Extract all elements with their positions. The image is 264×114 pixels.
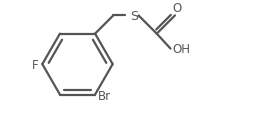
Text: F: F [32,58,39,71]
Text: OH: OH [173,43,191,56]
Text: O: O [173,2,182,14]
Text: S: S [130,10,138,23]
Text: Br: Br [97,89,111,102]
